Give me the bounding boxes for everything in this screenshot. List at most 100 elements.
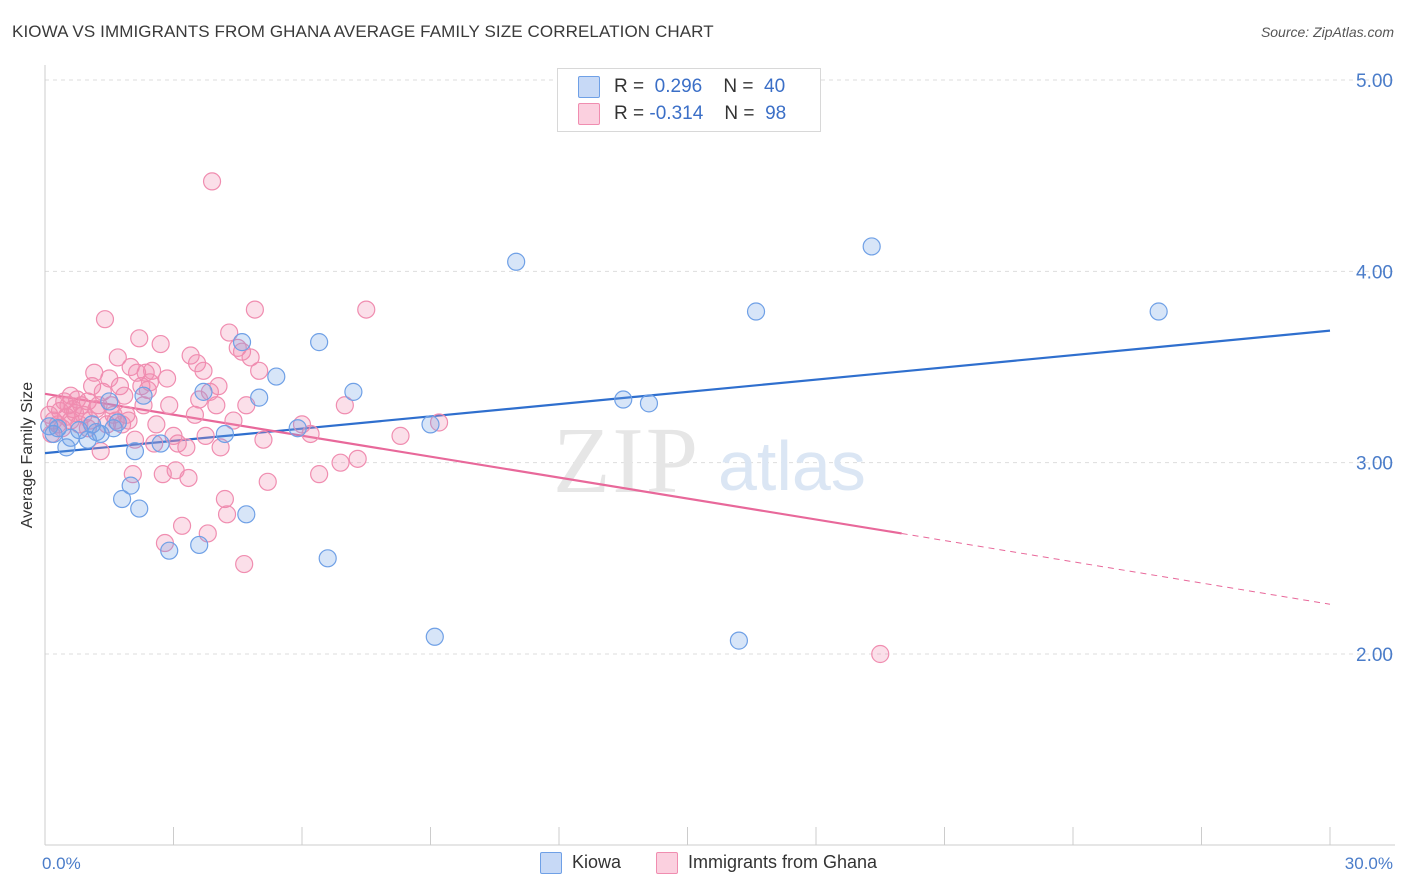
chart-title: KIOWA VS IMMIGRANTS FROM GHANA AVERAGE F… [12,22,714,41]
point-kiowa [160,541,179,560]
point-kiowa [151,434,170,453]
point-ghana [254,430,273,449]
point-kiowa [215,424,234,444]
r-label: R = [614,76,645,98]
point-kiowa [194,382,213,401]
point-kiowa [190,535,209,555]
bottom-swatch-ghana [656,852,678,875]
point-kiowa [250,388,269,407]
x-tick-labels: 0.0% 30.0% [42,854,1393,873]
point-ghana [335,396,354,415]
point-kiowa [288,419,307,438]
point-ghana [331,453,350,472]
point-kiowa [421,415,440,434]
y-axis-label: Average Family Size [19,381,36,529]
point-ghana [89,396,108,415]
point-kiowa [344,382,363,401]
y-tick-label: 4.00 [1356,262,1393,283]
point-ghana [310,465,329,484]
point-ghana [235,554,254,574]
point-ghana [147,415,166,434]
point-ghana [160,396,179,415]
point-ghana [179,468,198,488]
legend-swatch-ghana [578,103,600,125]
bottom-legend-ghana: Immigrants from Ghana [656,852,878,875]
point-ghana [70,415,89,434]
point-ghana [157,369,177,388]
point-kiowa [108,413,127,432]
point-kiowa [237,505,256,524]
point-ghana [207,396,226,415]
point-ghana [250,361,269,380]
bottom-label-ghana: Immigrants from Ghana [688,852,878,872]
point-ghana [241,348,260,367]
point-ghana [245,300,264,319]
point-kiowa [57,438,76,457]
point-ghana [110,377,130,396]
point-ghana [130,329,149,348]
point-ghana [217,505,237,524]
point-ghana [258,472,277,491]
point-kiowa [310,333,329,352]
x-tick-label-max: 30.0% [1345,854,1393,873]
n-value-kiowa: 40 [764,76,786,98]
n-label: N = [724,103,755,125]
point-kiowa [729,631,749,650]
point-kiowa [125,442,145,461]
source-label: Source: ZipAtlas.com [1260,24,1394,40]
point-kiowa [318,549,337,568]
point-ghana [194,361,213,380]
point-kiowa [746,302,766,321]
r-value-ghana: -0.314 [649,103,704,125]
point-ghana [224,411,243,430]
axes [44,65,1395,846]
point-ghana [123,465,142,484]
n-value-ghana: 98 [765,103,787,125]
point-ghana [177,438,196,457]
point-kiowa [121,476,140,495]
point-ghana [348,449,367,468]
point-kiowa [40,417,59,436]
trendline-ghana [44,392,902,535]
point-ghana [145,434,164,453]
point-kiowa [134,386,153,405]
point-kiowa [862,237,881,256]
point-kiowa [130,499,149,518]
point-ghana [220,323,239,342]
point-ghana [215,489,234,509]
correlation-legend: R = 0.296 N = 40 R = -0.314 N = 98 [557,68,821,132]
point-ghana [391,426,410,445]
r-value-kiowa: 0.296 [654,76,703,98]
point-ghana [83,377,102,396]
trendline-ghana [901,532,1331,605]
x-tick-label-min: 0.0% [42,854,81,873]
legend-swatch-kiowa [578,76,600,98]
legend-row-kiowa: R = 0.296 N = 40 [578,76,785,98]
point-kiowa [425,627,444,646]
y-tick-label: 3.00 [1356,454,1393,475]
point-ghana [211,438,230,457]
n-label: N = [723,76,754,98]
point-kiowa [1149,302,1168,321]
bottom-swatch-kiowa [540,852,562,875]
point-ghana [95,310,115,329]
point-ghana [172,516,192,535]
point-kiowa [639,394,659,413]
point-kiowa [100,392,119,411]
point-ghana [136,363,155,382]
point-ghana [61,386,80,405]
point-ghana [871,644,890,664]
legend-row-ghana: R = -0.314 N = 98 [578,103,786,125]
bottom-legend-kiowa: Kiowa [540,852,621,875]
point-kiowa [614,390,633,409]
point-ghana [151,334,170,354]
watermark: ZIP atlas [553,409,866,513]
point-ghana [357,300,376,319]
point-kiowa [232,333,252,352]
r-label: R = [614,103,645,125]
point-ghana [196,426,215,445]
point-ghana [202,172,222,191]
point-ghana [108,348,127,367]
y-tick-label: 5.00 [1356,71,1393,92]
